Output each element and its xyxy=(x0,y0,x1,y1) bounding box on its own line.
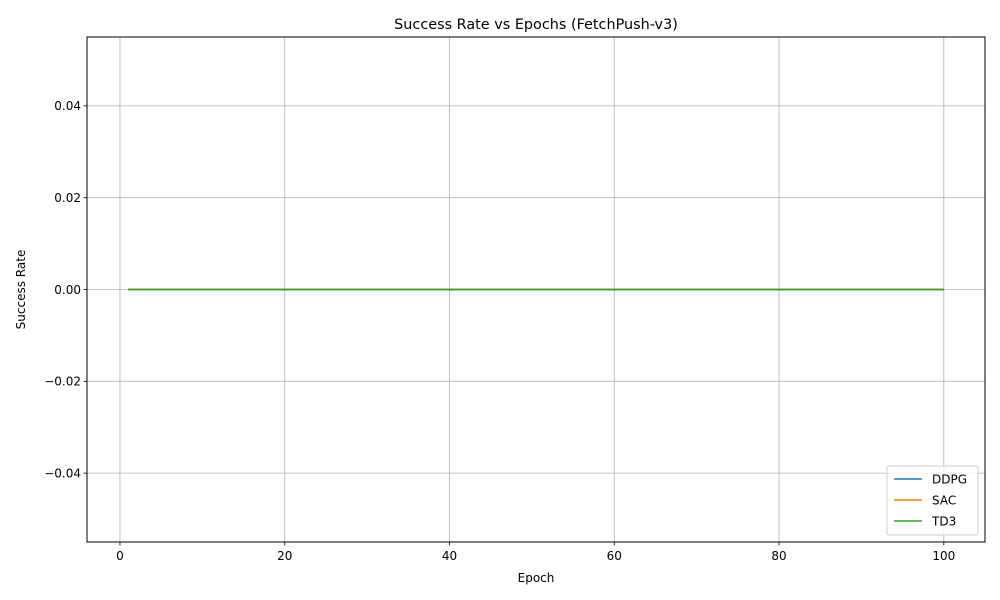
legend-label-ddpg: DDPG xyxy=(932,472,967,486)
y-tick-label: 0.02 xyxy=(54,191,81,205)
y-tick-label: −0.04 xyxy=(44,466,81,480)
x-tick-label: 20 xyxy=(277,549,292,563)
x-axis-label: Epoch xyxy=(518,571,555,585)
legend-box xyxy=(886,465,979,536)
x-tick-label: 60 xyxy=(607,549,622,563)
x-tick-label: 100 xyxy=(932,549,955,563)
y-tick-label: −0.02 xyxy=(44,375,81,389)
x-tick-label: 80 xyxy=(771,549,786,563)
legend-label-td3: TD3 xyxy=(931,514,956,528)
y-axis-label: Success Rate xyxy=(14,250,28,330)
chart-title: Success Rate vs Epochs (FetchPush-v3) xyxy=(394,17,678,33)
legend: DDPG SAC TD3 xyxy=(886,465,979,536)
legend-label-sac: SAC xyxy=(932,493,956,507)
axis-ticks: 0 20 40 60 80 100 −0.04 −0.02 0.00 0.02 0.04 xyxy=(44,99,955,563)
y-tick-label: 0.04 xyxy=(54,99,81,113)
x-tick-label: 40 xyxy=(442,549,457,563)
y-tick-label: 0.00 xyxy=(54,283,81,297)
x-tick-label: 0 xyxy=(116,549,124,563)
